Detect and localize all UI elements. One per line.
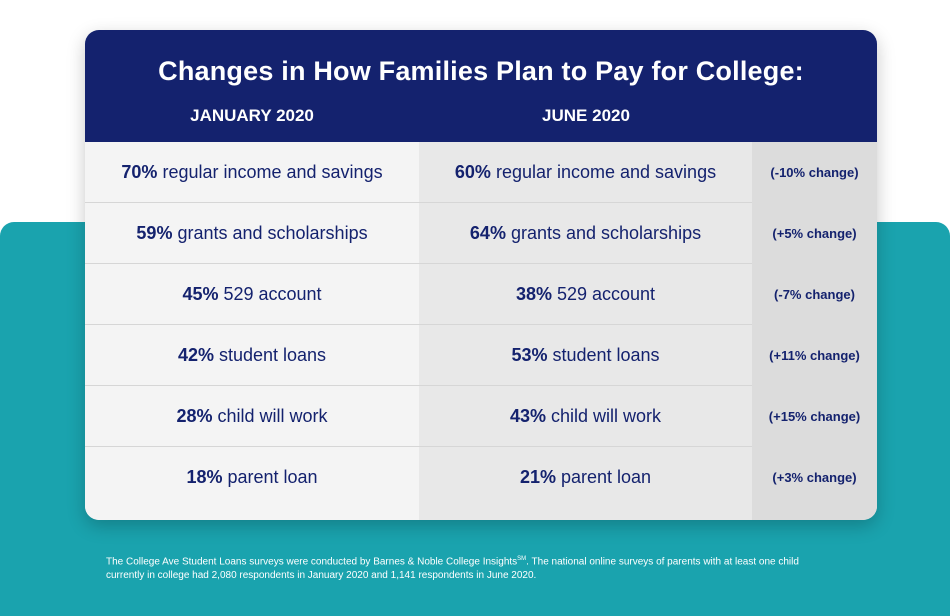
footnote-service-mark: SM — [517, 556, 527, 562]
january-percent: 42% — [177, 345, 214, 365]
january-label: parent loan — [227, 467, 318, 487]
june-cell: 21% parent loan — [419, 447, 752, 508]
january-cell: 28% child will work — [85, 386, 419, 447]
june-cell: 43% child will work — [419, 386, 752, 447]
survey-footnote: The College Ave Student Loans surveys we… — [106, 552, 806, 583]
january-percent: 70% — [121, 162, 158, 182]
january-label: child will work — [217, 406, 328, 426]
table-row: 70% regular income and savings 60% regula… — [85, 142, 877, 203]
june-percent: 38% — [515, 284, 552, 304]
june-cell: 60% regular income and savings — [419, 142, 752, 203]
row-divider — [85, 202, 752, 203]
june-label: grants and scholarships — [510, 223, 702, 243]
footnote-text-start: The College Ave Student Loans surveys we… — [106, 556, 518, 568]
january-percent: 28% — [176, 406, 213, 426]
table-title: Changes in How Families Plan to Pay for … — [158, 56, 804, 86]
june-cell: 64% grants and scholarships — [419, 203, 752, 264]
row-divider — [85, 385, 752, 386]
column-header-january: JANUARY 2020 — [190, 106, 314, 125]
june-cell: 53% student loans — [419, 325, 752, 386]
footnote-text-end: . The national online surveys of parents… — [106, 556, 799, 582]
january-percent: 45% — [182, 284, 219, 304]
june-label: regular income and savings — [495, 162, 717, 182]
change-label: (-7% change) — [774, 287, 855, 302]
january-label: regular income and savings — [162, 162, 383, 182]
january-label: student loans — [218, 345, 327, 365]
table-header: Changes in How Families Plan to Pay for … — [85, 30, 877, 142]
table-row: 59% grants and scholarships 64% grants an… — [85, 203, 877, 264]
june-label: 529 account — [556, 284, 656, 304]
change-label: (+15% change) — [768, 409, 861, 424]
june-label: parent loan — [560, 467, 652, 487]
change-cell: (+3% change) — [752, 447, 877, 508]
january-label: grants and scholarships — [177, 223, 368, 243]
change-cell: (-7% change) — [752, 264, 877, 325]
table-row: 28% child will work 43% child will work (+… — [85, 386, 877, 447]
change-label: (+3% change) — [772, 470, 857, 485]
table-row: 18% parent loan 21% parent loan (+3% chang… — [85, 447, 877, 508]
january-percent: 18% — [186, 467, 223, 487]
june-label: child will work — [551, 406, 662, 426]
comparison-table-card: Changes in How Families Plan to Pay for … — [85, 30, 877, 520]
table-row: 42% student loans 53% student loans (+11% … — [85, 325, 877, 386]
june-label: student loans — [552, 345, 660, 365]
june-percent: 53% — [511, 345, 548, 365]
change-column-background — [752, 142, 877, 520]
table-row: 45% 529 account 38% 529 account (-7% chang… — [85, 264, 877, 325]
june-percent: 21% — [519, 467, 556, 487]
january-cell: 45% 529 account — [85, 264, 419, 325]
june-column-background — [419, 142, 752, 520]
column-header-june: JUNE 2020 — [542, 106, 630, 125]
change-cell: (+11% change) — [752, 325, 877, 386]
june-percent: 64% — [469, 223, 506, 243]
january-cell: 42% student loans — [85, 325, 419, 386]
row-divider — [85, 263, 752, 264]
january-cell: 59% grants and scholarships — [85, 203, 419, 264]
row-divider — [85, 324, 752, 325]
january-label: 529 account — [223, 284, 322, 304]
change-cell: (+5% change) — [752, 203, 877, 264]
june-cell: 38% 529 account — [419, 264, 752, 325]
change-cell: (+15% change) — [752, 386, 877, 447]
january-cell: 70% regular income and savings — [85, 142, 419, 203]
january-column-background — [85, 142, 419, 520]
change-label: (+11% change) — [769, 348, 860, 363]
january-percent: 59% — [136, 223, 173, 243]
june-percent: 43% — [509, 406, 546, 426]
january-cell: 18% parent loan — [85, 447, 419, 508]
row-divider — [85, 446, 752, 447]
change-label: (-10% change) — [770, 165, 859, 180]
june-percent: 60% — [454, 162, 491, 182]
change-label: (+5% change) — [772, 226, 857, 241]
change-cell: (-10% change) — [752, 142, 877, 203]
